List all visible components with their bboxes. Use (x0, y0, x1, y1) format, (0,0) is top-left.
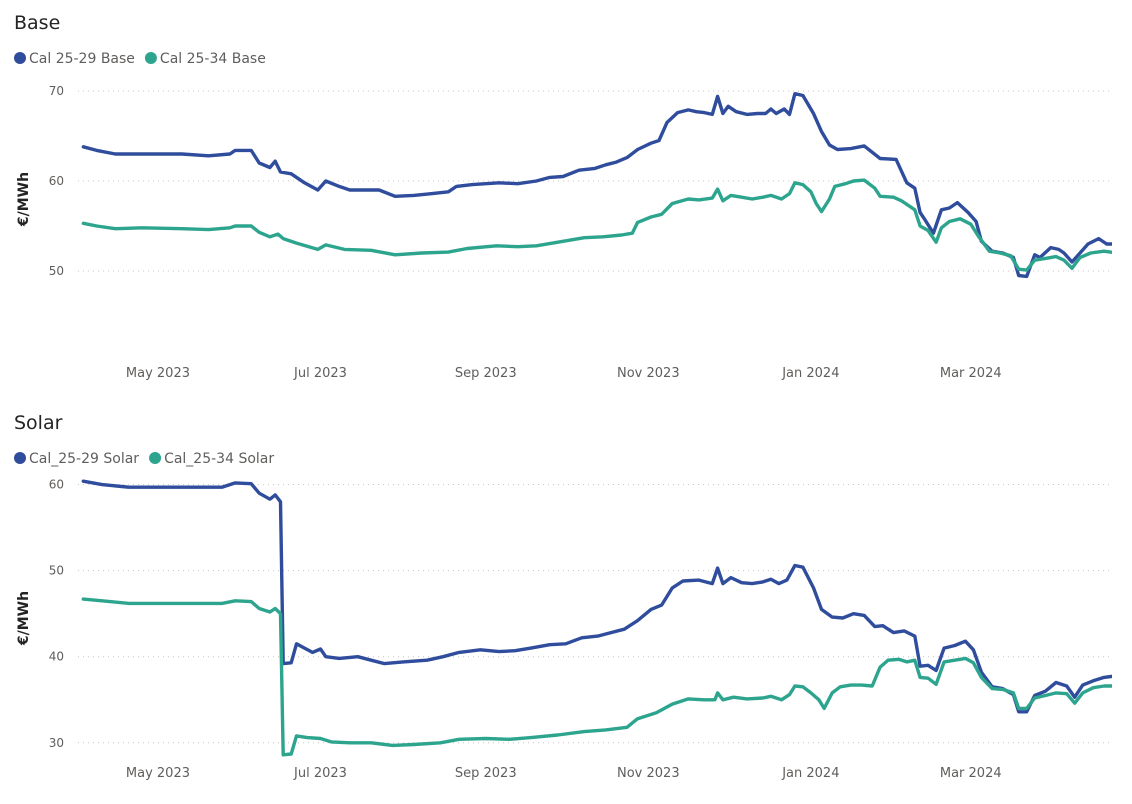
y-tick-label: 50 (49, 564, 64, 578)
legend-label: Cal 25-29 Base (29, 51, 135, 67)
x-tick-label: May 2023 (126, 766, 190, 781)
x-tick-label: Jul 2023 (293, 366, 347, 381)
x-tick-label: Sep 2023 (455, 366, 517, 381)
y-tick-label: 60 (49, 478, 64, 492)
legend-item[interactable]: Cal 25-34 Base (144, 51, 266, 67)
y-tick-label: 40 (49, 650, 64, 664)
x-tick-label: Jan 2024 (781, 766, 839, 781)
y-tick-label: 60 (49, 174, 64, 188)
x-tick-label: Mar 2024 (940, 366, 1002, 381)
legend-marker (14, 452, 26, 464)
legend-label: Cal 25-34 Base (160, 51, 266, 67)
x-tick-label: Nov 2023 (617, 766, 680, 781)
chart-base: Base Cal 25-29 Base Cal 25-34 Base 50 60 70 €/… (14, 12, 1112, 381)
legend-label: Cal_25-29 Solar (29, 451, 139, 467)
x-tick-label: Nov 2023 (617, 366, 680, 381)
legend-marker (149, 452, 162, 464)
x-tick-label: Jan 2024 (781, 366, 839, 381)
legend-label: Cal_25-34 Solar (164, 451, 274, 467)
x-tick-label: Sep 2023 (455, 766, 517, 781)
legend-marker (144, 52, 157, 64)
y-tick-label: 30 (49, 736, 64, 750)
y-axis-label: €/MWh (16, 172, 32, 227)
series-line-cal-25-29-base (81, 92, 1112, 279)
chart-title: Base (14, 12, 60, 34)
x-tick-label: Mar 2024 (940, 766, 1002, 781)
legend-marker (14, 52, 26, 64)
series-line-cal-25-34-solar (81, 597, 1112, 757)
x-tick-label: Jul 2023 (293, 766, 347, 781)
legend-item[interactable]: Cal_25-29 Solar (14, 451, 139, 467)
y-tick-label: 50 (49, 264, 64, 278)
series-line-cal-25-34-base (81, 178, 1112, 272)
chart-solar: Solar Cal_25-29 Solar Cal_25-34 Solar 30 40 5… (14, 412, 1112, 781)
legend-item[interactable]: Cal_25-34 Solar (149, 451, 274, 467)
series-line-cal-25-29-solar (81, 479, 1112, 714)
legend-item[interactable]: Cal 25-29 Base (14, 51, 135, 67)
chart-title: Solar (14, 412, 63, 434)
x-tick-label: May 2023 (126, 366, 190, 381)
y-axis-label: €/MWh (16, 591, 32, 646)
y-tick-label: 70 (49, 84, 64, 98)
